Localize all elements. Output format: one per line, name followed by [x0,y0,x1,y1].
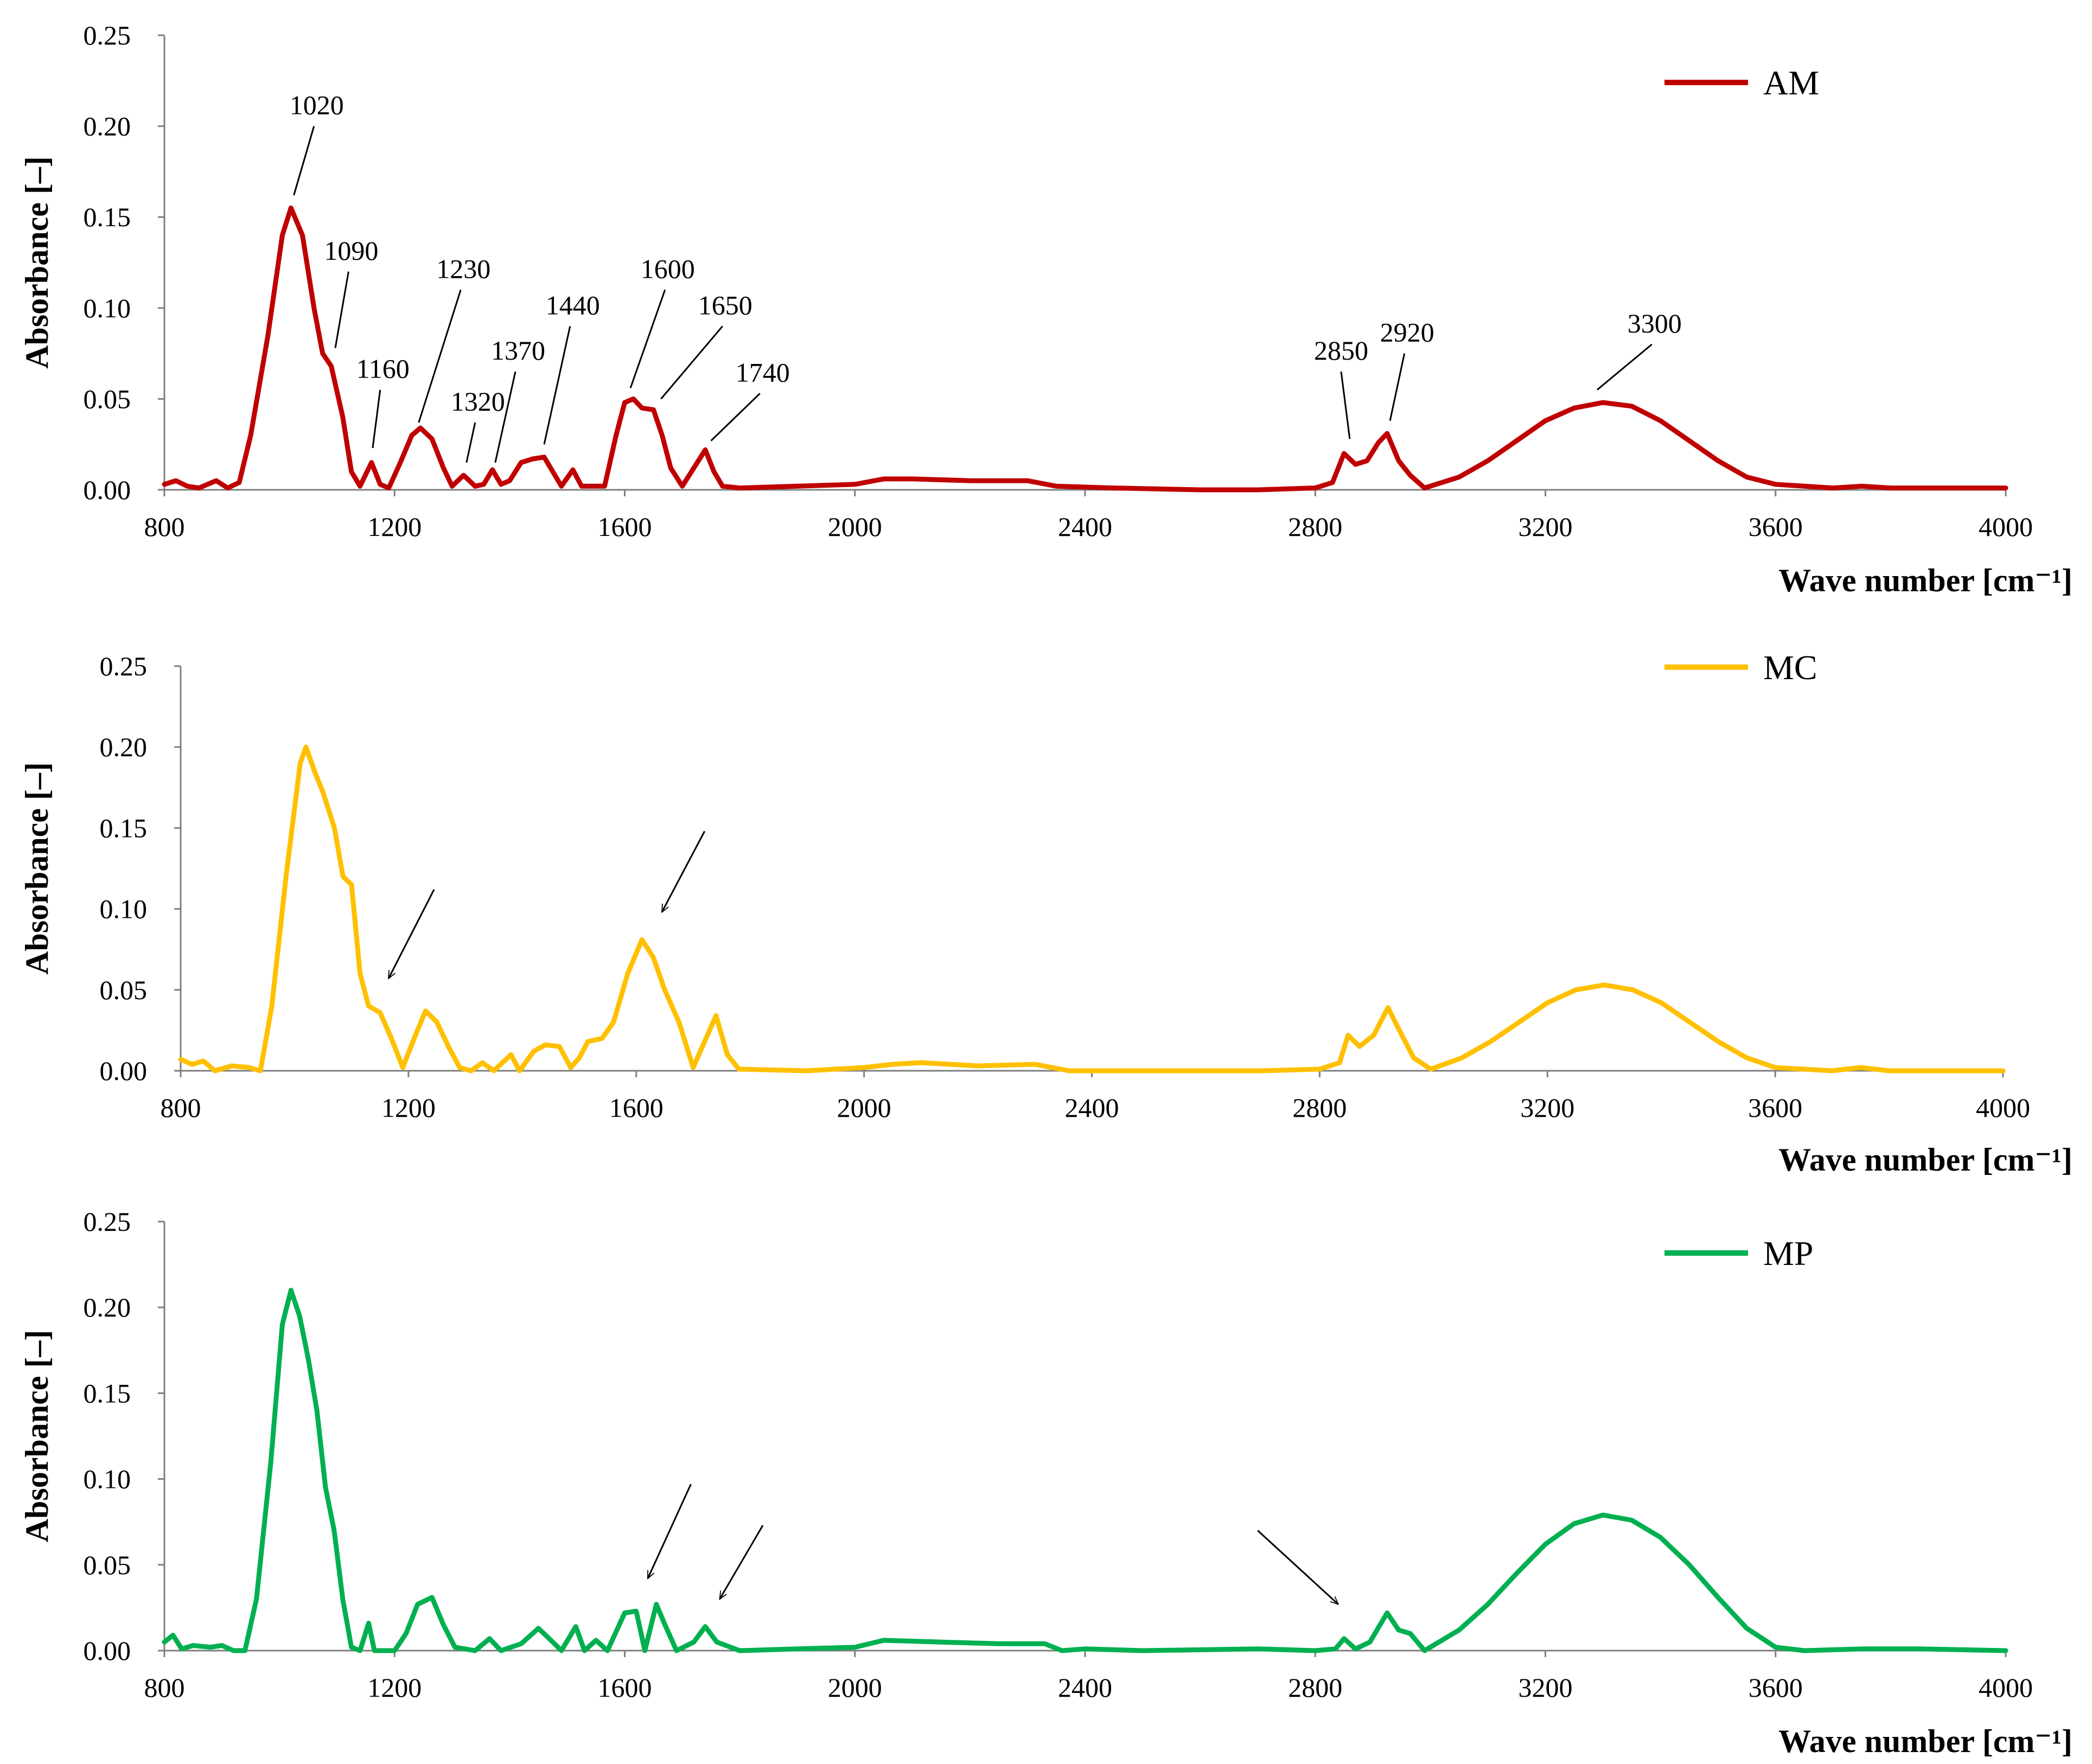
x-tick-label: 1600 [598,512,652,542]
legend: AM [1664,63,1819,102]
annotation-arrow [661,830,706,912]
annotation-leader [1340,371,1351,439]
annotation-arrow [719,1525,764,1599]
y-tick-label: 0.00 [84,1635,131,1666]
x-tick-label: 2400 [1058,1672,1112,1703]
x-tick-label: 1200 [381,1092,436,1123]
y-tick-label: 0.20 [84,1292,131,1322]
x-tick-label: 2400 [1058,512,1112,542]
peak-label: 1320 [451,386,505,417]
x-tick-label: 3600 [1749,1672,1803,1703]
annotation-leader [1389,353,1406,421]
peak-label: 2920 [1380,317,1434,348]
x-tick-label: 3200 [1519,512,1573,542]
annotation-leader [418,289,462,423]
y-axis-title: Absorbance [–] [19,1330,55,1543]
annotation-leader [334,271,349,348]
x-axis-title: Wave number [cm⁻¹] [1778,1142,2072,1178]
x-tick-label: 800 [144,512,185,542]
x-tick-label: 3200 [1520,1092,1574,1123]
annotation-leader [710,393,761,442]
peak-label: 1020 [290,90,344,120]
peak-label: 1230 [436,253,490,284]
x-tick-label: 2000 [828,512,882,542]
x-tick-label: 2800 [1288,512,1342,542]
y-tick-label: 0.15 [84,1378,131,1408]
y-tick-label: 0.05 [100,975,148,1005]
series-line-mc [178,744,2006,1073]
x-axis-title: Wave number [cm⁻¹] [1778,1723,2072,1759]
annotation-leader [543,325,571,445]
series-line-am [162,205,2008,493]
y-tick-label: 0.20 [84,111,131,142]
x-tick-label: 2000 [837,1092,891,1123]
x-tick-label: 2800 [1288,1672,1342,1703]
x-tick-label: 1600 [609,1092,664,1123]
y-tick-label: 0.05 [84,1550,131,1580]
y-tick-label: 0.25 [100,651,148,681]
annotation-leader [629,289,666,388]
legend: MP [1664,1234,1814,1273]
peak-label: 1440 [546,290,600,320]
x-tick-label: 1600 [598,1672,652,1703]
y-tick-label: 0.15 [84,202,131,232]
y-tick-label: 0.05 [84,384,131,414]
chart-panel-mp: 0.00 0.05 0.10 0.15 0.20 0.25 800 1200 1600 2000 2… [19,1206,2072,1759]
y-tick-label: 0.25 [84,1206,131,1237]
x-tick-label: 1200 [367,512,422,542]
x-tick-label: 2000 [828,1672,882,1703]
x-tick-label: 4000 [1979,512,2033,542]
y-tick-label: 0.20 [100,732,148,762]
x-tick-label: 2800 [1292,1092,1347,1123]
chart-panel-mc: 0.00 0.05 0.10 0.15 0.20 0.25 800 1200 1600 2000 2… [19,648,2072,1178]
chart-panel-am: 0.00 0.05 0.10 0.15 0.20 0.25 800 1200 1600 2000 2… [19,20,2072,598]
y-tick-label: 0.00 [100,1056,148,1086]
annotation-leader [372,389,381,449]
legend: MC [1664,648,1817,687]
legend-label: MP [1763,1234,1814,1273]
y-tick-label: 0.10 [100,894,148,924]
x-tick-label: 4000 [1976,1092,2030,1123]
annotation-leader [1596,343,1653,391]
peak-label: 1160 [356,354,410,384]
annotation-leader [494,371,516,463]
y-axis-title: Absorbance [–] [19,762,55,975]
peak-label: 1740 [736,357,790,387]
legend-label: AM [1763,63,1819,102]
peak-label: 1600 [641,253,695,284]
x-tick-label: 1200 [367,1672,422,1703]
annotation-leader [465,422,476,463]
peak-label: 1650 [698,290,752,320]
peak-label: 1370 [491,335,545,366]
annotation-leader [660,325,723,400]
series-line-mp [162,1288,2008,1653]
annotation-arrow [1257,1530,1338,1605]
x-tick-label: 3600 [1748,1092,1802,1123]
annotation-leader [293,126,315,196]
y-tick-label: 0.10 [84,293,131,323]
y-axis-title: Absorbance [–] [19,156,55,369]
y-tick-label: 0.25 [84,20,131,50]
peak-label: 2850 [1314,335,1368,366]
annotation-arrow [387,889,435,979]
x-tick-label: 800 [161,1092,201,1123]
x-tick-label: 3200 [1519,1672,1573,1703]
x-tick-label: 2400 [1065,1092,1119,1123]
y-tick-label: 0.00 [84,475,131,505]
legend-label: MC [1763,648,1817,687]
x-tick-label: 3600 [1749,512,1803,542]
peak-label: 1090 [324,235,378,266]
peak-label: 3300 [1628,308,1682,338]
y-tick-label: 0.15 [100,813,148,843]
y-tick-label: 0.10 [84,1464,131,1494]
x-tick-label: 800 [144,1672,185,1703]
annotation-arrow [647,1484,692,1578]
x-axis-title: Wave number [cm⁻¹] [1778,563,2072,598]
x-tick-label: 4000 [1979,1672,2033,1703]
